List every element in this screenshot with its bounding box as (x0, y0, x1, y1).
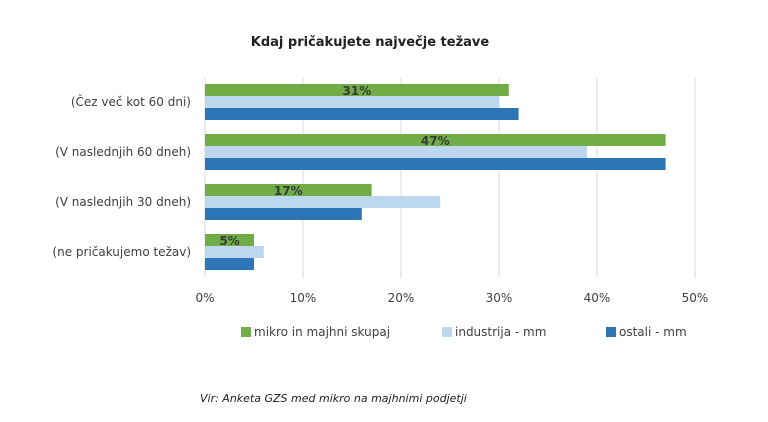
bars (205, 84, 666, 270)
bar-1-2 (205, 196, 441, 208)
bar-2-1 (205, 158, 666, 170)
category-label-3: (ne pričakujemo težav) (52, 245, 191, 259)
bar-0-2 (205, 184, 372, 196)
legend-label-0: mikro in majhni skupaj (254, 325, 390, 339)
data-label-0-0: 31% (343, 84, 372, 98)
legend-swatch-0 (241, 327, 251, 337)
bar-1-3 (205, 246, 264, 258)
data-label-0-1: 47% (421, 134, 450, 148)
legend-label-2: ostali - mm (619, 325, 687, 339)
bar-0-1 (205, 134, 666, 146)
x-tick-label-0: 0% (195, 291, 214, 305)
legend-swatch-2 (606, 327, 616, 337)
bar-2-0 (205, 108, 519, 120)
legend-swatch-1 (442, 327, 452, 337)
category-label-2: (V naslednjih 30 dneh) (55, 195, 191, 209)
x-tick-labels: 0% 10% 20% 30% 40% 50% (195, 291, 708, 305)
bar-2-3 (205, 258, 254, 270)
bar-1-1 (205, 146, 588, 158)
bar-0-3 (205, 234, 254, 246)
x-tick-label-5: 50% (682, 291, 709, 305)
bar-1-0 (205, 96, 499, 108)
x-tick-label-1: 10% (290, 291, 317, 305)
category-label-0: (Čez več kot 60 dni) (71, 94, 191, 109)
data-labels: 31% 47% 17% 5% (219, 84, 449, 248)
data-label-0-3: 5% (219, 234, 239, 248)
x-tick-label-2: 20% (388, 291, 415, 305)
data-label-0-2: 17% (274, 184, 303, 198)
bar-2-2 (205, 208, 362, 220)
bar-0-0 (205, 84, 509, 96)
chart-title: Kdaj pričakujete največje težave (251, 35, 490, 50)
x-tick-label-4: 40% (584, 291, 611, 305)
legend-label-1: industrija - mm (455, 325, 546, 339)
legend: mikro in majhni skupaj industrija - mm ost… (241, 325, 687, 339)
category-label-1: (V naslednjih 60 dneh) (55, 145, 191, 159)
source-note: Vir: Anketa GZS med mikro na majhnimi po… (200, 392, 467, 405)
x-tick-label-3: 30% (486, 291, 513, 305)
category-labels: (Čez več kot 60 dni) (V naslednjih 60 dne… (52, 94, 191, 259)
